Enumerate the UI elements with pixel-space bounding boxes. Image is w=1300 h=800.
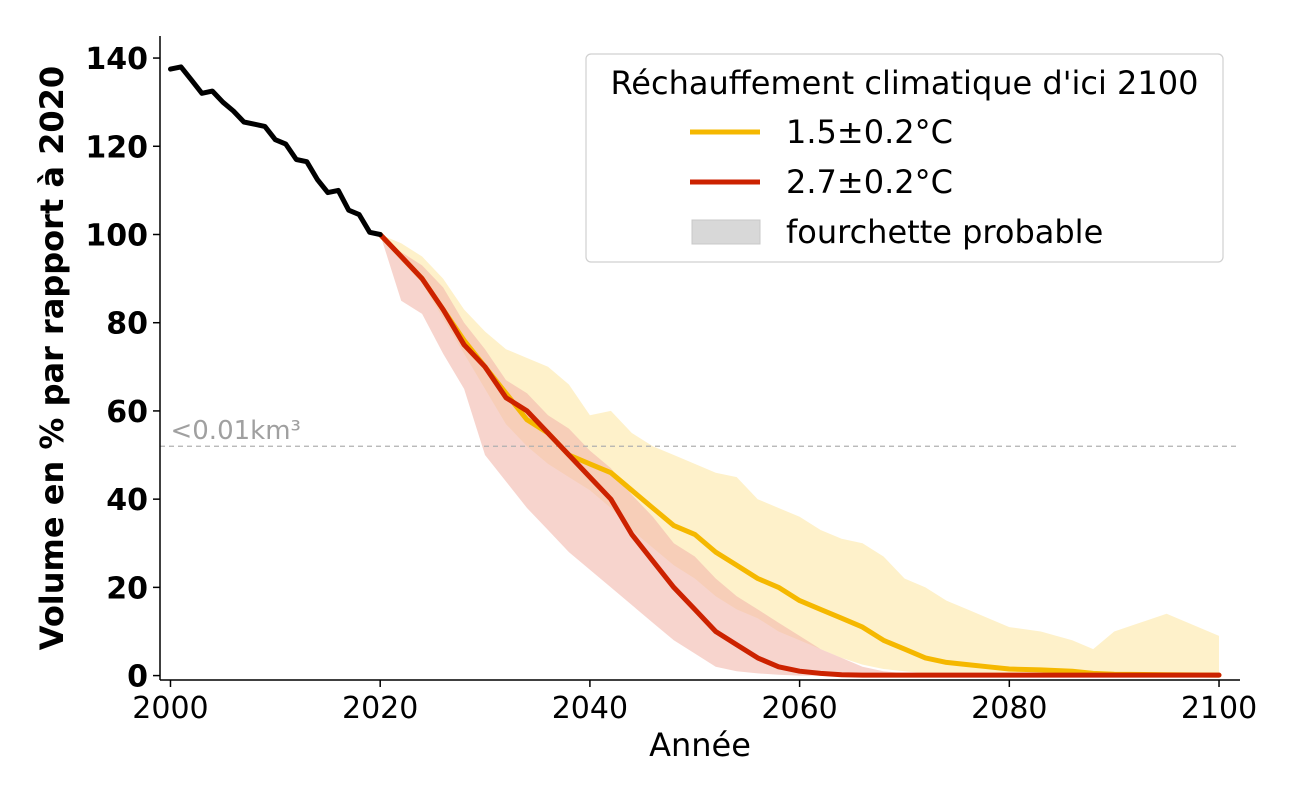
- y-axis-label: Volume en % par rapport à 2020: [33, 66, 71, 650]
- series-line-2: [377, 232, 1222, 678]
- y-tick-label: 120: [85, 130, 148, 165]
- x-tick-label: 2020: [342, 691, 418, 726]
- legend-label-2: 2.7±0.2°C: [786, 163, 953, 201]
- historical-line: [168, 64, 383, 237]
- y-tick-label: 100: [85, 218, 148, 253]
- legend-swatch-3: [691, 219, 761, 245]
- legend-label-3: fourchette probable: [786, 213, 1103, 251]
- y-tick-label: 20: [106, 571, 148, 606]
- y-tick-label: 40: [106, 483, 148, 518]
- legend-label-1: 1.5±0.2°C: [786, 113, 953, 151]
- y-tick-label: 140: [85, 42, 148, 77]
- line-layer: [168, 64, 1222, 678]
- x-tick-label: 2060: [761, 691, 837, 726]
- x-tick-label: 2080: [971, 691, 1047, 726]
- threshold-layer: <0.01km³: [160, 416, 1240, 447]
- legend-title: Réchauffement climatique d'ici 2100: [611, 64, 1199, 102]
- legend: Réchauffement climatique d'ici 2100 1.5±0…: [585, 53, 1224, 263]
- x-axis-label: Année: [649, 726, 751, 764]
- x-tick-label: 2000: [132, 691, 208, 726]
- y-tick-label: 60: [106, 395, 148, 430]
- band-layer: [380, 234, 1219, 676]
- y-tick-label: 0: [127, 660, 148, 695]
- threshold-label: <0.01km³: [170, 416, 300, 446]
- x-tick-label: 2040: [552, 691, 628, 726]
- legend-box: [585, 53, 1224, 263]
- y-tick-label: 80: [106, 307, 148, 342]
- band-2: [380, 234, 1219, 676]
- x-tick-label: 2100: [1181, 691, 1257, 726]
